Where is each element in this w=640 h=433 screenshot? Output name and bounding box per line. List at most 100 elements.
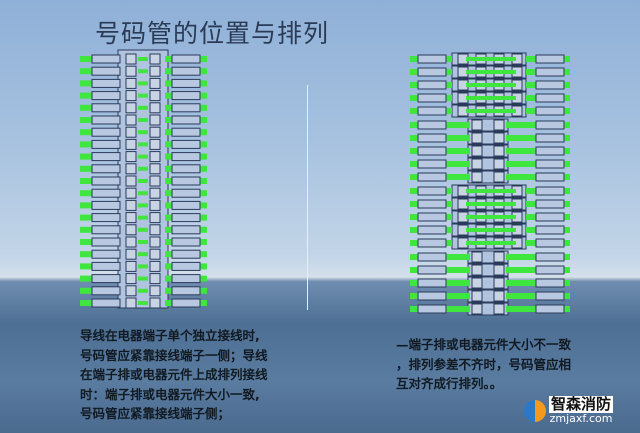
terminal-block — [149, 212, 161, 224]
wire-marker-tube — [91, 274, 121, 284]
wire-marker-tube — [91, 115, 121, 125]
right-diagram — [410, 52, 570, 316]
terminal-block — [125, 102, 137, 114]
wire — [138, 81, 148, 86]
wire-marker-tube — [91, 127, 121, 137]
terminal-block — [149, 273, 161, 285]
wire-marker-tube — [417, 159, 447, 169]
wire-marker-tube — [417, 146, 447, 156]
wire — [138, 154, 148, 159]
wire — [138, 142, 148, 147]
wire — [138, 252, 148, 257]
wire — [466, 70, 516, 74]
wire-marker-tube — [535, 252, 565, 262]
terminal-block — [471, 158, 483, 170]
wire — [466, 215, 516, 219]
wire — [450, 280, 470, 286]
wire-marker-tube — [417, 304, 447, 314]
wire-marker-tube — [171, 237, 201, 247]
wire-marker-tube — [171, 225, 201, 235]
terminal-block — [149, 77, 161, 89]
wire-marker-tube — [171, 152, 201, 162]
terminal-block — [149, 260, 161, 272]
watermark-logo-icon — [524, 399, 546, 422]
terminal-block — [125, 77, 137, 89]
right-description: —端子排或电器元件大小不一致 ，排列参差不齐时，号码管应相 互对齐成行排列。。 — [396, 337, 572, 391]
terminal-block — [149, 297, 161, 309]
wire — [138, 264, 148, 269]
wire — [138, 288, 148, 293]
terminal-block — [125, 224, 137, 236]
wire-marker-tube — [171, 164, 201, 174]
wire-marker-tube — [417, 212, 447, 222]
terminal-block — [471, 303, 483, 315]
wire — [466, 57, 516, 61]
wire — [450, 306, 470, 312]
terminal-block — [493, 277, 505, 289]
terminal-block — [125, 273, 137, 285]
terminal-block — [493, 251, 505, 263]
terminal-block — [149, 163, 161, 175]
wire-marker-tube — [171, 127, 201, 137]
terminal-block — [471, 132, 483, 144]
wire-marker-tube — [91, 200, 121, 210]
wire — [466, 96, 516, 100]
wire-marker-tube — [535, 291, 565, 301]
wire-marker-tube — [535, 225, 565, 235]
wire-marker-tube — [535, 133, 565, 143]
terminal-block — [125, 53, 137, 65]
wire — [138, 240, 148, 244]
wire — [466, 189, 516, 193]
terminal-block — [125, 236, 137, 248]
wire-marker-tube — [417, 265, 447, 275]
terminal-block — [493, 132, 505, 144]
terminal-block — [125, 114, 137, 126]
watermark-name: 智森消防 — [549, 395, 614, 413]
wire-marker-tube — [417, 120, 447, 130]
wire — [450, 148, 470, 154]
wire-marker-tube — [171, 139, 201, 149]
wire-marker-tube — [535, 67, 565, 77]
terminal-block — [471, 119, 483, 131]
wire-marker-tube — [417, 67, 447, 77]
wire-marker-tube — [535, 159, 565, 169]
wire-marker-tube — [171, 188, 201, 198]
wire-marker-tube — [171, 213, 201, 223]
wire-marker-tube — [417, 199, 447, 209]
wire — [506, 161, 528, 167]
slide-title: 号码管的位置与排列 — [95, 19, 330, 48]
wire — [506, 267, 528, 273]
terminal-block — [471, 277, 483, 289]
terminal-block — [493, 171, 505, 183]
wire-marker-tube — [417, 93, 447, 103]
wire-marker-tube — [535, 199, 565, 209]
wire-marker-tube — [417, 172, 447, 182]
wire — [138, 57, 148, 61]
wire-marker-tube — [91, 298, 121, 308]
wire-marker-tube — [417, 252, 447, 262]
wire-marker-tube — [91, 213, 121, 223]
wire-marker-tube — [171, 200, 201, 210]
wire-marker-tube — [171, 261, 201, 271]
wire-marker-tube — [417, 106, 447, 116]
wire-marker-tube — [91, 188, 121, 198]
wire-marker-tube — [535, 120, 565, 130]
terminal-block — [493, 264, 505, 276]
terminal-block — [493, 119, 505, 131]
terminal-block — [125, 187, 137, 199]
wire — [506, 135, 528, 141]
terminal-block — [149, 236, 161, 248]
wire — [138, 166, 148, 171]
terminal-block — [125, 199, 137, 211]
wire — [138, 69, 148, 74]
wire-marker-tube — [417, 278, 447, 288]
wire-marker-tube — [535, 238, 565, 248]
terminal-block — [149, 175, 161, 187]
wire — [506, 148, 528, 154]
terminal-block — [125, 126, 137, 138]
wire — [506, 280, 528, 286]
terminal-block — [149, 102, 161, 114]
wire — [450, 161, 470, 167]
terminal-block — [125, 151, 137, 163]
